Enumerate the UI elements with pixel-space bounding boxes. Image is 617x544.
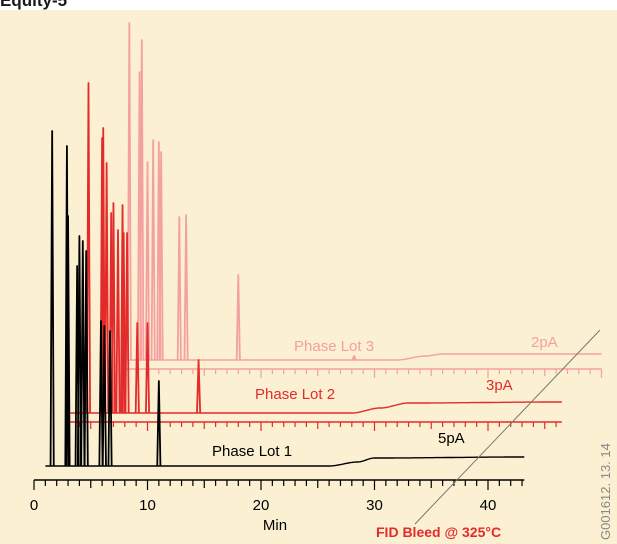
series-3-peak-9 (183, 214, 189, 361)
series-1-peak-1 (49, 130, 55, 467)
series-2-peak-10 (124, 232, 130, 414)
series-1-peak-10 (107, 330, 113, 467)
x-axis: 0 10 20 30 40 (30, 479, 525, 514)
series-baseline-2 (68, 401, 562, 414)
series-3-peak-3 (139, 39, 145, 361)
series-3-peak-5 (150, 139, 156, 361)
series-label-phase-lot-3: Phase Lot 3 (294, 338, 374, 355)
sensitivity-label-lot-3: 2pA (531, 334, 558, 351)
series-1-peak-11 (156, 380, 162, 467)
series-label-phase-lot-1: Phase Lot 1 (212, 443, 292, 460)
fid-bleed-annotation-line (414, 329, 601, 525)
series-1-peak-6 (80, 240, 86, 467)
series-2-peak-8 (120, 204, 126, 414)
x-tick-label-40: 40 (480, 497, 497, 514)
series-3-peak-11 (351, 355, 357, 361)
series-2-peak-12 (145, 322, 150, 414)
series-1-peak-7 (83, 250, 89, 467)
phase-lot-3-trace-group (124, 22, 603, 378)
x-tick-label-20: 20 (253, 497, 270, 514)
x-tick-label-0: 0 (30, 497, 38, 514)
series-3-peak-7 (158, 151, 164, 361)
series-3-peak-4 (145, 161, 150, 361)
series-2-peak-3 (100, 127, 106, 414)
series-1-peak-5 (76, 235, 82, 467)
phase-lot-2-trace-group (67, 82, 562, 431)
series-2-peak-13 (196, 359, 202, 414)
series-3-peak-1 (126, 22, 132, 361)
series-3-peak-10 (235, 274, 241, 361)
sensitivity-label-lot-2: 3pA (486, 377, 513, 394)
series-2-peak-4 (104, 162, 110, 414)
series-2-peak-11 (134, 322, 140, 414)
series-label-phase-lot-2: Phase Lot 2 (255, 386, 335, 403)
figure-code: G001612. 13. 14 (598, 443, 613, 540)
figure-header-title: Equity-5 (0, 0, 68, 10)
series-2-peak-6 (110, 202, 116, 414)
series-1-peak-9 (101, 325, 107, 467)
series-baseline-3 (124, 353, 602, 361)
x-tick-label-30: 30 (366, 497, 383, 514)
phase-lot-1-trace-group (45, 130, 525, 467)
series-2-peak-9 (121, 232, 127, 414)
series-1-peak-3 (65, 215, 71, 467)
series-baseline-1 (45, 456, 525, 467)
sensitivity-label-lot-1: 5pA (438, 430, 465, 447)
x-tick-label-10: 10 (139, 497, 156, 514)
series-1-peak-8 (98, 320, 104, 467)
series-3-peak-8 (176, 216, 182, 361)
plot-background (0, 10, 617, 544)
x-axis-label: Min (263, 517, 287, 534)
fid-bleed-annotation-label: FID Bleed @ 325°C (376, 524, 501, 540)
series-2-peak-7 (115, 229, 121, 414)
